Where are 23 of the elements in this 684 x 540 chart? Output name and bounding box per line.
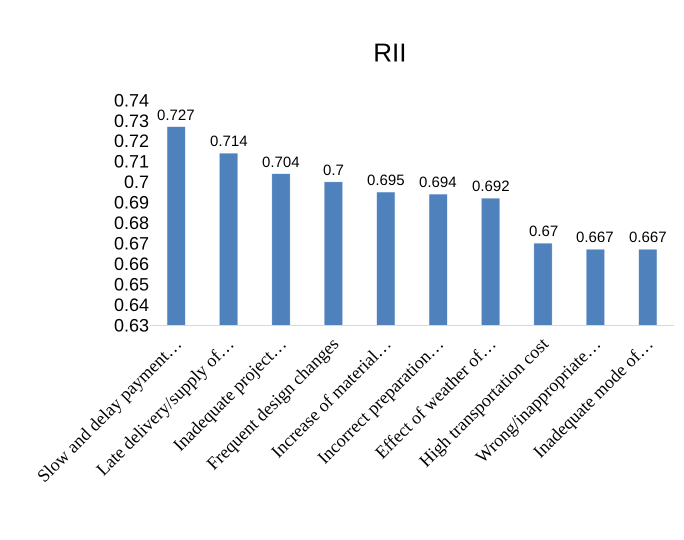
y-tick-label: 0.67 (114, 233, 149, 254)
y-tick-label: 0.68 (114, 213, 149, 234)
chart-title: RII (373, 37, 406, 68)
y-tick-label: 0.7 (124, 172, 149, 192)
y-tick-label: 0.66 (114, 254, 149, 274)
data-label: 0.727 (157, 107, 195, 124)
data-label: 0.704 (262, 154, 300, 171)
y-tick-label: 0.72 (114, 131, 149, 152)
data-label: 0.695 (367, 172, 405, 189)
y-tick-label: 0.65 (114, 274, 149, 294)
data-label: 0.67 (529, 223, 558, 240)
y-tick-label: 0.71 (114, 152, 149, 172)
data-label: 0.692 (472, 178, 510, 195)
data-label: 0.667 (576, 229, 614, 246)
y-tick-label: 0.74 (114, 90, 149, 110)
data-label: 0.7 (323, 162, 344, 179)
data-label: 0.694 (419, 174, 457, 191)
y-tick-label: 0.69 (114, 192, 149, 213)
y-tick-label: 0.73 (114, 110, 149, 131)
y-tick-label: 0.64 (114, 294, 149, 315)
y-tick-label: 0.63 (114, 315, 149, 336)
data-label: 0.667 (629, 229, 667, 246)
data-label: 0.714 (210, 133, 248, 150)
